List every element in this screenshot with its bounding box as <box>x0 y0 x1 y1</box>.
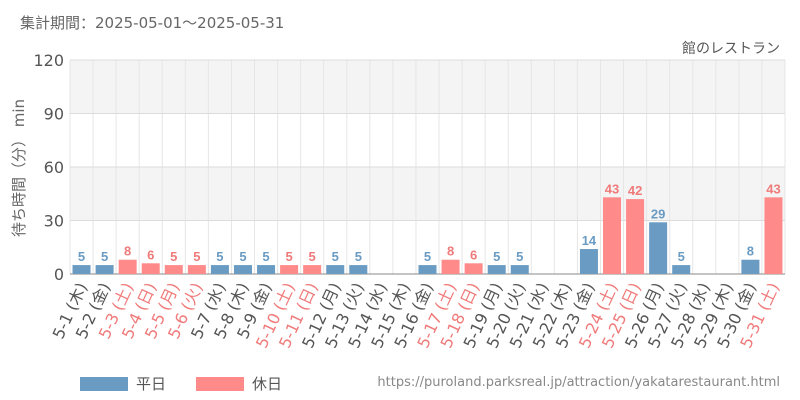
data-label: 5 <box>262 249 269 264</box>
legend-holiday: 休日 <box>196 373 282 394</box>
bar <box>464 263 483 274</box>
data-label: 29 <box>651 206 665 221</box>
bar <box>72 265 91 274</box>
bar <box>418 265 437 274</box>
legend: 平日 休日 <box>80 373 312 394</box>
data-label: 8 <box>747 244 754 259</box>
y-axis-label: 待ち時間（分） min <box>10 99 28 237</box>
data-label: 6 <box>470 247 477 262</box>
bar <box>164 265 183 274</box>
bar <box>510 265 529 274</box>
data-label: 5 <box>678 249 685 264</box>
bar <box>349 265 368 274</box>
legend-weekday-swatch <box>80 376 128 391</box>
legend-weekday-label: 平日 <box>136 375 167 393</box>
bar <box>579 249 598 274</box>
data-label: 5 <box>78 249 85 264</box>
data-label: 5 <box>101 249 108 264</box>
data-label: 43 <box>766 181 780 196</box>
y-tick-label: 120 <box>33 51 64 70</box>
bar <box>326 265 345 274</box>
bar <box>303 265 322 274</box>
plot-band <box>70 167 785 221</box>
bar <box>210 265 229 274</box>
bar <box>441 259 460 274</box>
bar <box>672 265 691 274</box>
bar <box>257 265 276 274</box>
data-label: 5 <box>332 249 339 264</box>
y-tick-label: 30 <box>44 212 64 231</box>
plot-band <box>70 113 785 167</box>
bar <box>626 199 645 274</box>
data-label: 5 <box>493 249 500 264</box>
y-tick-label: 90 <box>44 105 64 124</box>
bar <box>141 263 160 274</box>
data-label: 6 <box>147 247 154 262</box>
data-label: 5 <box>170 249 177 264</box>
chart-title: 館のレストラン <box>682 40 780 57</box>
bar <box>764 197 783 274</box>
data-label: 5 <box>516 249 523 264</box>
plot-band <box>70 60 785 114</box>
bar <box>233 265 252 274</box>
legend-holiday-swatch <box>196 376 245 391</box>
data-label: 8 <box>447 244 454 259</box>
data-label: 14 <box>582 233 597 248</box>
data-label: 42 <box>628 183 642 198</box>
legend-weekday: 平日 <box>80 373 166 394</box>
bar <box>741 259 760 274</box>
bar <box>280 265 299 274</box>
source-url: https://puroland.parksreal.jp/attraction… <box>377 375 780 390</box>
y-tick-label: 0 <box>54 265 64 284</box>
collection-period: 集計期間：2025-05-01～2025-05-31 <box>20 14 285 32</box>
data-label: 5 <box>285 249 292 264</box>
bar <box>118 259 137 274</box>
legend-holiday-label: 休日 <box>252 375 283 393</box>
y-tick-label: 60 <box>44 158 64 177</box>
data-label: 5 <box>193 249 200 264</box>
data-label: 5 <box>355 249 362 264</box>
bar <box>603 197 622 274</box>
data-label: 5 <box>239 249 246 264</box>
bar <box>187 265 206 274</box>
data-label: 5 <box>216 249 223 264</box>
bar <box>487 265 506 274</box>
data-label: 8 <box>124 244 131 259</box>
data-label: 5 <box>424 249 431 264</box>
bar <box>95 265 114 274</box>
bar <box>649 222 668 274</box>
data-label: 5 <box>309 249 316 264</box>
data-label: 43 <box>605 181 619 196</box>
